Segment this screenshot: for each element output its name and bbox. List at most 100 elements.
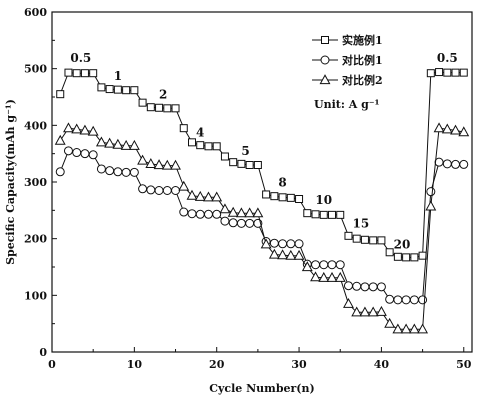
x-tick-label: 20 — [209, 358, 225, 371]
data-point — [56, 90, 65, 99]
data-point — [360, 235, 369, 244]
data-point — [252, 207, 264, 218]
data-point — [359, 306, 371, 317]
data-point — [188, 138, 196, 147]
x-axis-title: Cycle Number(n) — [209, 382, 314, 395]
rate-label: 15 — [352, 216, 369, 230]
series-3 — [54, 122, 470, 334]
unit-label: Unit: A g⁻¹ — [314, 98, 380, 111]
data-point — [343, 297, 354, 308]
data-point — [237, 159, 246, 168]
data-point — [336, 210, 345, 219]
y-tick-label: 400 — [24, 119, 47, 132]
data-point — [105, 85, 114, 94]
data-point — [459, 68, 468, 77]
rate-label: 0.5 — [70, 51, 91, 65]
data-point — [301, 261, 313, 272]
rate-label: 5 — [241, 144, 249, 158]
data-point — [294, 239, 304, 249]
data-point — [286, 239, 296, 249]
data-point — [402, 253, 411, 262]
data-point — [219, 203, 231, 214]
data-point — [369, 236, 378, 245]
data-point — [393, 252, 402, 261]
rate-label: 4 — [196, 126, 204, 140]
data-point — [63, 122, 74, 133]
data-point — [211, 191, 223, 202]
data-point — [87, 125, 99, 136]
data-point — [138, 184, 148, 194]
data-point — [95, 136, 107, 147]
y-tick-label: 600 — [24, 6, 47, 19]
y-tick-label: 200 — [24, 233, 47, 246]
data-point — [171, 104, 180, 113]
data-point — [450, 124, 461, 135]
data-point — [368, 282, 378, 292]
series-2 — [55, 146, 469, 305]
data-point — [451, 68, 460, 77]
rate-label: 8 — [278, 176, 286, 190]
data-point — [277, 249, 289, 260]
data-point — [295, 195, 304, 203]
data-point — [178, 180, 190, 191]
data-point — [377, 236, 386, 245]
data-point — [155, 103, 164, 112]
data-point — [54, 134, 66, 145]
data-point — [335, 260, 345, 270]
rate-label: 1 — [114, 69, 122, 83]
data-point — [170, 159, 181, 170]
data-point — [162, 186, 172, 195]
rate-label: 2 — [159, 88, 167, 102]
x-tick-label: 10 — [127, 358, 143, 371]
data-point — [245, 161, 254, 169]
data-point — [360, 282, 370, 292]
data-point — [79, 124, 91, 135]
data-point — [426, 187, 436, 197]
data-point — [146, 185, 156, 195]
data-point — [122, 86, 131, 95]
data-point — [253, 161, 262, 169]
data-point — [433, 122, 445, 133]
y-tick-label: 500 — [24, 63, 47, 76]
legend-marker — [319, 74, 331, 85]
data-point — [128, 139, 140, 150]
data-point — [203, 191, 214, 202]
data-point — [96, 164, 106, 174]
data-point — [375, 305, 387, 316]
data-point — [408, 323, 420, 334]
rate-label: 0.5 — [437, 51, 458, 65]
data-point — [303, 209, 312, 218]
data-point — [153, 159, 165, 170]
data-point — [385, 248, 394, 257]
data-point — [186, 189, 198, 200]
x-tick-label: 0 — [48, 358, 56, 371]
data-point — [228, 218, 238, 228]
data-point — [161, 159, 173, 170]
data-point — [71, 123, 83, 134]
data-point — [352, 281, 362, 291]
data-point — [442, 159, 452, 169]
annotation-layer: 0.5 1 2 4 5 8 10 15 20 0.5 — [70, 51, 457, 251]
data-point — [278, 239, 288, 249]
data-point — [97, 83, 106, 92]
data-point — [220, 152, 229, 161]
data-point — [112, 138, 124, 149]
x-tick-label: 30 — [291, 358, 307, 371]
data-point — [113, 167, 123, 177]
x-tick-label: 40 — [374, 358, 390, 371]
data-point — [212, 142, 221, 151]
data-point — [89, 69, 98, 78]
data-point — [376, 282, 386, 292]
data-point — [163, 104, 172, 113]
data-point — [64, 68, 73, 77]
data-point — [459, 159, 469, 169]
data-point — [130, 86, 139, 95]
data-point — [285, 249, 297, 260]
data-point — [63, 146, 73, 156]
data-point — [154, 186, 164, 195]
data-point — [326, 271, 338, 282]
data-point — [435, 68, 444, 77]
data-point — [137, 154, 149, 165]
data-point — [235, 207, 247, 218]
